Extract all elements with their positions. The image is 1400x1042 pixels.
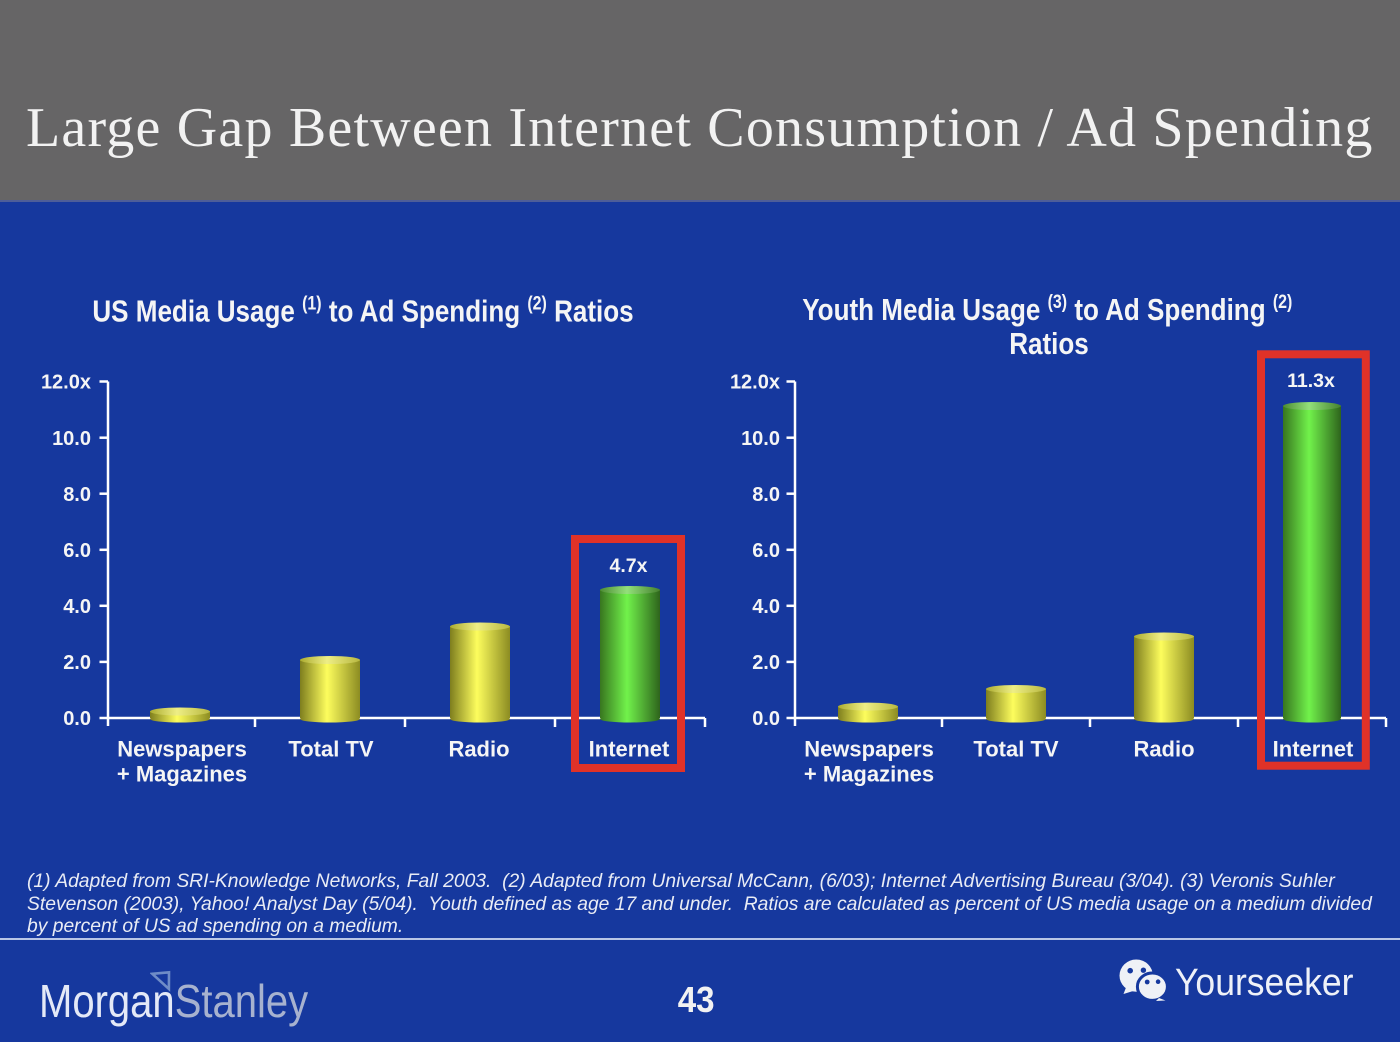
svg-text:0.0: 0.0 (63, 708, 91, 730)
svg-text:12.0x: 12.0x (730, 372, 780, 394)
svg-text:4.0: 4.0 (752, 596, 780, 618)
svg-text:Newspapers: Newspapers (804, 737, 934, 762)
svg-text:US Media Usage (1) to Ad Spend: US Media Usage (1) to Ad Spending (2) Ra… (92, 292, 633, 329)
svg-text:4.7x: 4.7x (610, 555, 648, 577)
svg-text:2.0: 2.0 (752, 652, 780, 674)
svg-text:+ Magazines: + Magazines (804, 762, 934, 787)
svg-text:+ Magazines: + Magazines (117, 762, 247, 787)
svg-text:Internet: Internet (1273, 737, 1354, 762)
svg-text:4.0: 4.0 (63, 596, 91, 618)
svg-text:Youth Media Usage (3) to Ad Sp: Youth Media Usage (3) to Ad Spending (2) (802, 291, 1292, 328)
svg-text:Ratios: Ratios (1009, 327, 1089, 362)
svg-text:8.0: 8.0 (63, 484, 91, 506)
svg-text:6.0: 6.0 (63, 540, 91, 562)
svg-text:Newspapers: Newspapers (117, 737, 247, 762)
svg-text:12.0x: 12.0x (41, 372, 91, 394)
svg-text:Internet: Internet (589, 737, 670, 762)
svg-text:2.0: 2.0 (63, 652, 91, 674)
svg-text:Radio: Radio (1133, 737, 1194, 762)
svg-text:8.0: 8.0 (752, 484, 780, 506)
svg-text:6.0: 6.0 (752, 540, 780, 562)
svg-text:10.0: 10.0 (52, 428, 91, 450)
svg-text:Radio: Radio (448, 737, 509, 762)
svg-text:10.0: 10.0 (741, 428, 780, 450)
svg-text:Total TV: Total TV (973, 737, 1058, 762)
svg-text:11.3x: 11.3x (1287, 370, 1335, 392)
svg-text:Total TV: Total TV (288, 737, 373, 762)
svg-text:0.0: 0.0 (752, 708, 780, 730)
